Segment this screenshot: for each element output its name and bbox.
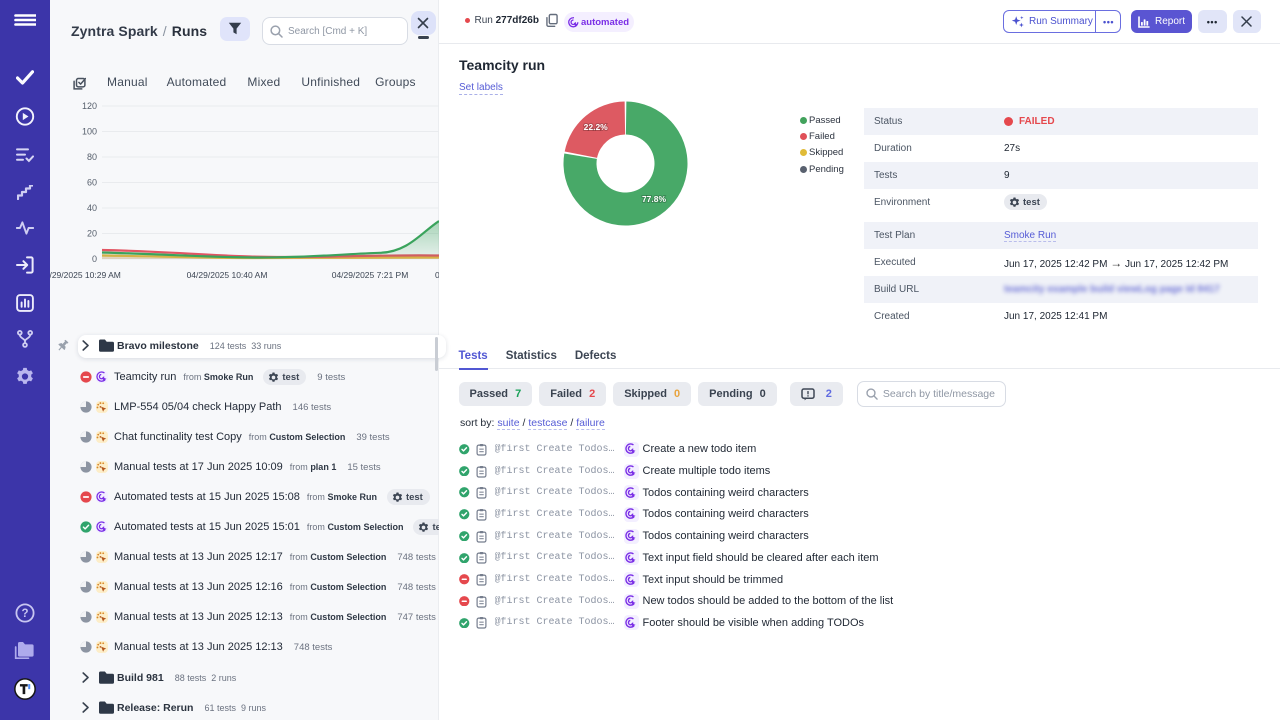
svg-text:60: 60 <box>87 178 97 188</box>
svg-text:04/29/2025 10:40 AM: 04/29/2025 10:40 AM <box>187 270 268 280</box>
svg-text:77.8%: 77.8% <box>642 194 667 204</box>
svg-text:0: 0 <box>92 254 97 264</box>
svg-text:20: 20 <box>87 229 97 239</box>
svg-text:22.2%: 22.2% <box>584 122 609 132</box>
svg-text:?: ? <box>21 608 28 620</box>
svg-text:40: 40 <box>87 203 97 213</box>
svg-text:100: 100 <box>82 127 97 137</box>
svg-text:04/29/2025 7:21 PM: 04/29/2025 7:21 PM <box>332 270 409 280</box>
svg-text:80: 80 <box>87 152 97 162</box>
svg-text:04: 04 <box>435 270 439 280</box>
svg-text:04/29/2025 10:29 AM: 04/29/2025 10:29 AM <box>50 270 121 280</box>
svg-text:120: 120 <box>82 101 97 111</box>
